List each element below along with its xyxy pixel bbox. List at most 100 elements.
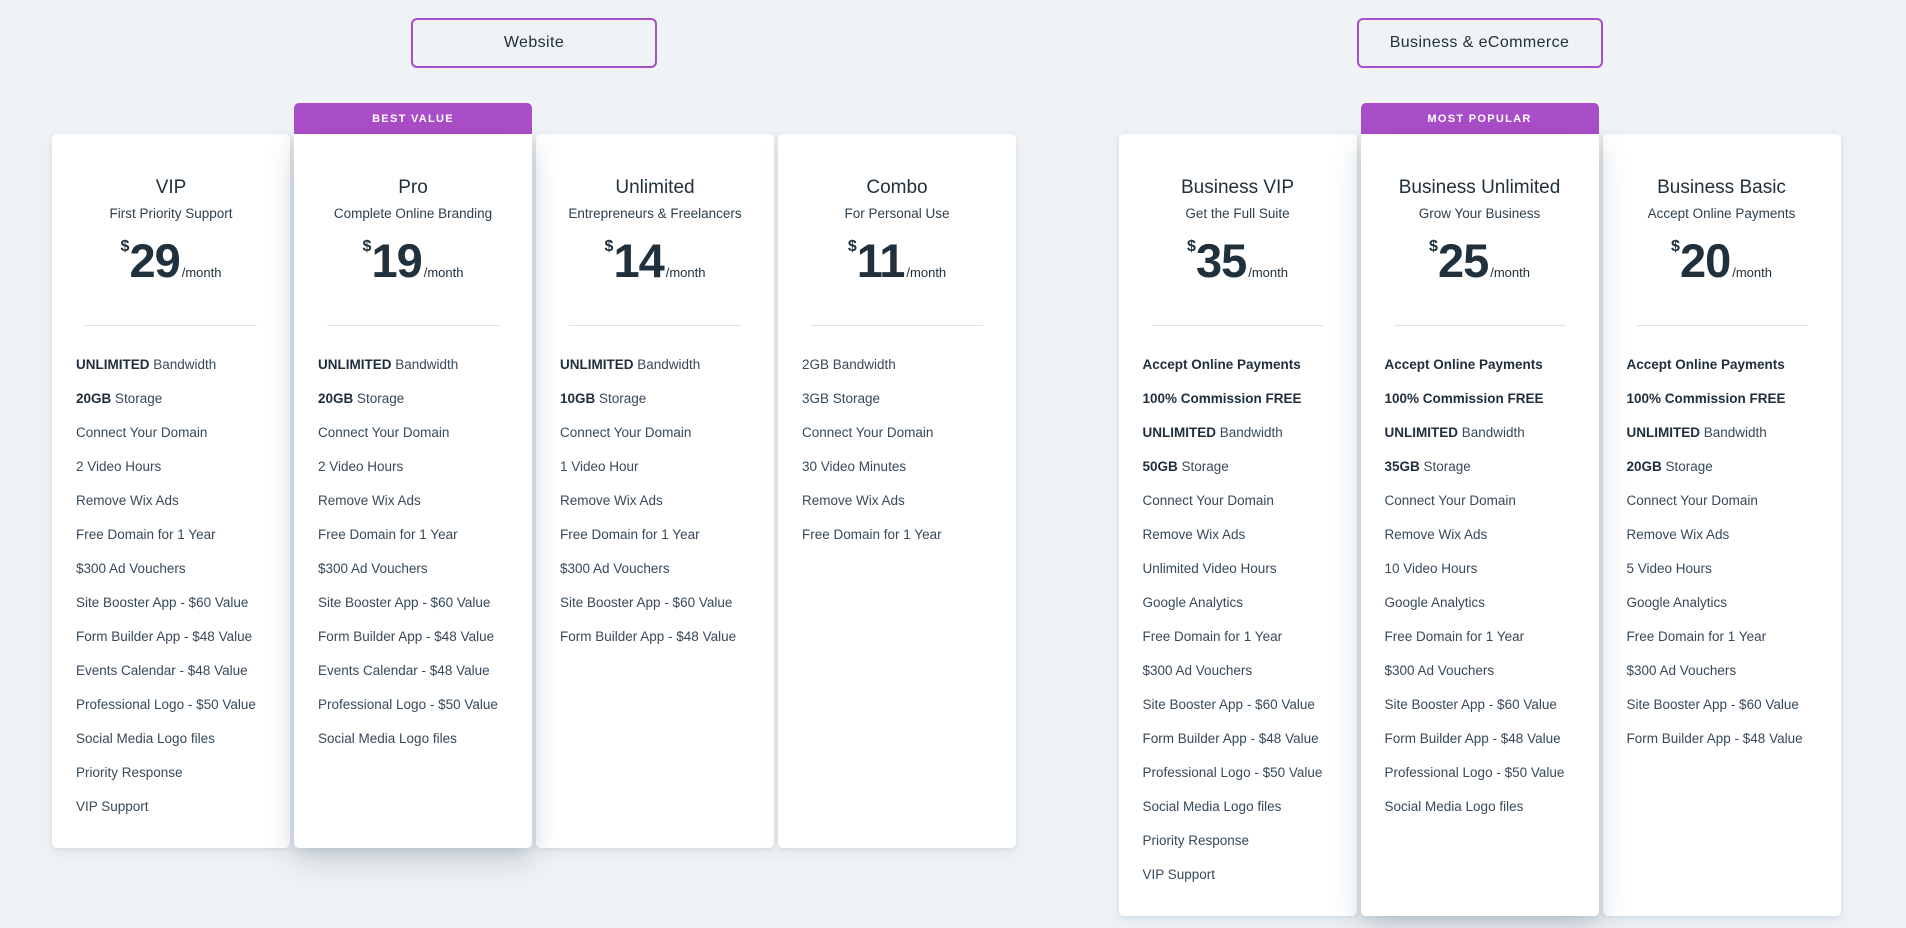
feature-item: Site Booster App - $60 Value	[1384, 697, 1557, 712]
feature-item: Google Analytics	[1626, 595, 1728, 610]
feature-item: 100% Commission FREE	[1384, 391, 1544, 406]
feature-item: Social Media Logo files	[1142, 799, 1282, 814]
business-ecommerce-category-button[interactable]: Business & eCommerce	[1356, 18, 1603, 68]
price-period: /month	[181, 265, 222, 280]
feature-item: Social Media Logo files	[1384, 799, 1524, 814]
feature-item: 10GB Storage	[560, 391, 647, 406]
feature-item: Professional Logo - $50 Value	[1142, 765, 1323, 780]
feature-item: VIP Support	[1142, 867, 1216, 882]
plan-card-unlimited: Unlimited Entrepreneurs & Freelancers $ …	[536, 103, 774, 848]
feature-item: 2 Video Hours	[318, 459, 404, 474]
feature-item: Priority Response	[76, 765, 183, 780]
currency-symbol: $	[362, 238, 372, 255]
plan-tagline: Accept Online Payments	[1647, 206, 1796, 221]
plan-card-combo: Combo For Personal Use $ 11 /month 2GB B…	[778, 103, 1016, 848]
feature-item: Connect Your Domain	[1142, 493, 1274, 508]
feature-item: Form Builder App - $48 Value	[1626, 731, 1803, 746]
plan-badge: BEST VALUE	[294, 103, 532, 134]
website-category-button[interactable]: Website	[411, 18, 657, 68]
price-period: /month	[906, 265, 947, 280]
feature-item: Social Media Logo files	[318, 731, 457, 746]
price-period: /month	[1490, 265, 1530, 280]
feature-item: Connect Your Domain	[560, 425, 692, 440]
price-amount: 19	[371, 234, 422, 287]
price-period: /month	[1732, 265, 1772, 280]
plan-price: $ 35 /month	[1119, 235, 1357, 287]
feature-item: Form Builder App - $48 Value	[1384, 731, 1561, 746]
feature-item: Site Booster App - $60 Value	[560, 595, 733, 610]
feature-item: Connect Your Domain	[1384, 493, 1516, 508]
feature-item: 2 Video Hours	[76, 459, 162, 474]
plan-price: $ 20 /month	[1603, 235, 1841, 287]
feature-item: $300 Ad Vouchers	[76, 561, 186, 576]
plan-name: Combo	[866, 177, 928, 198]
currency-symbol: $	[604, 238, 614, 255]
plan-name: Pro	[398, 177, 428, 198]
currency-symbol: $	[120, 238, 130, 255]
feature-item: 5 Video Hours	[1626, 561, 1712, 576]
feature-list: 2GB Bandwidth 3GB Storage Connect Your Dom…	[778, 348, 1016, 552]
price-amount: 20	[1679, 234, 1731, 287]
feature-item: $300 Ad Vouchers	[560, 561, 670, 576]
feature-item: 20GB Storage	[318, 391, 405, 406]
plan-card-body: Business VIP Get the Full Suite $ 35 /mo…	[1118, 134, 1357, 916]
feature-item: 35GB Storage	[1384, 459, 1471, 474]
price-amount: 35	[1195, 234, 1247, 287]
business-cards-row: Business VIP Get the Full Suite $ 35 /mo…	[1118, 103, 1841, 916]
price-amount: 25	[1437, 234, 1489, 287]
feature-item: Form Builder App - $48 Value	[318, 629, 495, 644]
feature-item: Remove Wix Ads	[1384, 527, 1488, 542]
plan-badge: MOST POPULAR	[1360, 103, 1599, 134]
feature-item: Accept Online Payments	[1626, 357, 1785, 372]
feature-item: UNLIMITED Bandwidth	[1384, 425, 1525, 440]
feature-item: Priority Response	[1142, 833, 1250, 848]
currency-symbol: $	[1187, 238, 1196, 255]
feature-list: Accept Online Payments 100% Commission FR…	[1603, 348, 1841, 756]
feature-item: Professional Logo - $50 Value	[76, 697, 256, 712]
price-divider	[1151, 325, 1324, 326]
feature-item: 1 Video Hour	[560, 459, 639, 474]
currency-symbol: $	[847, 238, 857, 255]
price-amount: 29	[129, 234, 180, 287]
feature-item: 2GB Bandwidth	[802, 357, 896, 372]
feature-list: UNLIMITED Bandwidth 10GB Storage Connect Y…	[536, 348, 774, 654]
plan-card-business-unlimited: MOST POPULAR Business Unlimited Grow You…	[1360, 103, 1599, 916]
plan-price: $ 29 /month	[52, 235, 290, 287]
plan-tagline: Grow Your Business	[1418, 206, 1541, 221]
feature-item: Connect Your Domain	[318, 425, 450, 440]
feature-item: Free Domain for 1 Year	[1626, 629, 1767, 644]
feature-list: Accept Online Payments 100% Commission FR…	[1119, 348, 1357, 892]
feature-item: Professional Logo - $50 Value	[318, 697, 498, 712]
price-divider	[327, 325, 499, 326]
feature-item: Connect Your Domain	[76, 425, 208, 440]
plan-card-body: Business Unlimited Grow Your Business $ …	[1360, 134, 1599, 916]
price-divider	[811, 325, 983, 326]
feature-list: UNLIMITED Bandwidth 20GB Storage Connect Y…	[52, 348, 290, 824]
feature-item: Google Analytics	[1384, 595, 1486, 610]
feature-item: $300 Ad Vouchers	[1384, 663, 1495, 678]
feature-item: Social Media Logo files	[76, 731, 215, 746]
feature-item: 20GB Storage	[76, 391, 163, 406]
feature-item: Connect Your Domain	[802, 425, 934, 440]
feature-item: 10 Video Hours	[1384, 561, 1478, 576]
feature-item: Accept Online Payments	[1142, 357, 1301, 372]
website-cards-row: VIP First Priority Support $ 29 /month U…	[52, 103, 1016, 848]
plan-tagline: First Priority Support	[109, 206, 233, 221]
feature-item: Remove Wix Ads	[1626, 527, 1730, 542]
feature-item: Remove Wix Ads	[318, 493, 421, 508]
feature-item: 3GB Storage	[802, 391, 881, 406]
feature-item: Site Booster App - $60 Value	[318, 595, 491, 610]
currency-symbol: $	[1429, 238, 1438, 255]
plan-name: Business Basic	[1657, 177, 1786, 198]
feature-item: Remove Wix Ads	[76, 493, 179, 508]
plan-tagline: Complete Online Branding	[333, 206, 493, 221]
feature-item: 30 Video Minutes	[802, 459, 907, 474]
plan-card-business-basic: Business Basic Accept Online Payments $ …	[1602, 103, 1841, 916]
feature-item: Events Calendar - $48 Value	[76, 663, 248, 678]
plan-price: $ 19 /month	[294, 235, 532, 287]
feature-item: 50GB Storage	[1142, 459, 1229, 474]
feature-item: Remove Wix Ads	[1142, 527, 1246, 542]
plan-badge-label: MOST POPULAR	[1427, 112, 1532, 125]
plan-name: VIP	[155, 177, 187, 198]
plan-tagline: Entrepreneurs & Freelancers	[568, 206, 742, 221]
